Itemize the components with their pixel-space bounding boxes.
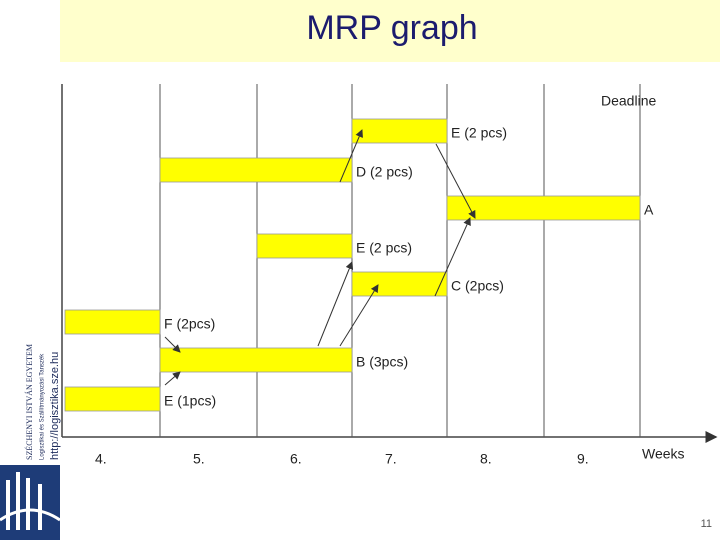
week-label: 8. xyxy=(480,451,492,467)
page-number: 11 xyxy=(701,518,712,530)
task-label: A xyxy=(644,202,654,218)
dependency-arrow xyxy=(435,143,476,219)
dependency-arrow xyxy=(164,371,181,386)
task-bar xyxy=(159,157,353,183)
dependency-arrow xyxy=(339,129,363,183)
logo-shape xyxy=(0,508,61,522)
week-label: 5. xyxy=(193,451,205,467)
week-label: 6. xyxy=(290,451,302,467)
task-label: D (2 pcs) xyxy=(356,164,413,180)
task-bar xyxy=(256,233,353,259)
task-bar xyxy=(351,271,448,297)
dependency-arrow xyxy=(164,336,181,353)
task-bar xyxy=(159,347,353,373)
week-label: 4. xyxy=(95,451,107,467)
week-label: 9. xyxy=(577,451,589,467)
task-bar xyxy=(64,386,161,412)
title: MRP graph xyxy=(306,9,477,47)
task-bar xyxy=(446,195,641,221)
task-bar xyxy=(64,309,161,335)
task-label: B (3pcs) xyxy=(356,354,408,370)
week-label: 7. xyxy=(385,451,397,467)
logo-shape xyxy=(6,472,42,530)
deadline-label: Deadline xyxy=(601,93,656,109)
task-label: E (2 pcs) xyxy=(451,125,507,141)
dependency-arrow xyxy=(339,284,379,347)
task-label: F (2pcs) xyxy=(164,316,215,332)
sidebar: SZÉCHENYI ISTVÁN EGYETEM Logisztikai és … xyxy=(0,344,61,540)
department: Logisztikai és Szállítmányozási Tanszék xyxy=(40,353,46,460)
task-label: E (1pcs) xyxy=(164,393,216,409)
dependency-arrow xyxy=(434,217,471,297)
university: SZÉCHENYI ISTVÁN EGYETEM xyxy=(24,344,34,460)
footer-band xyxy=(60,480,720,540)
task-bar xyxy=(351,118,448,144)
url: http://logisztika.sze.hu xyxy=(49,352,61,460)
axis-label: Weeks xyxy=(642,446,685,462)
diagram: Deadline Weeks 4. 5. 6. 7. 8. 9. E (1pcs) F (2p… xyxy=(61,82,720,480)
task-label: C (2pcs) xyxy=(451,278,504,294)
header-band xyxy=(60,0,720,62)
task-label: E (2 pcs) xyxy=(356,240,412,256)
dependency-arrow xyxy=(317,261,354,347)
